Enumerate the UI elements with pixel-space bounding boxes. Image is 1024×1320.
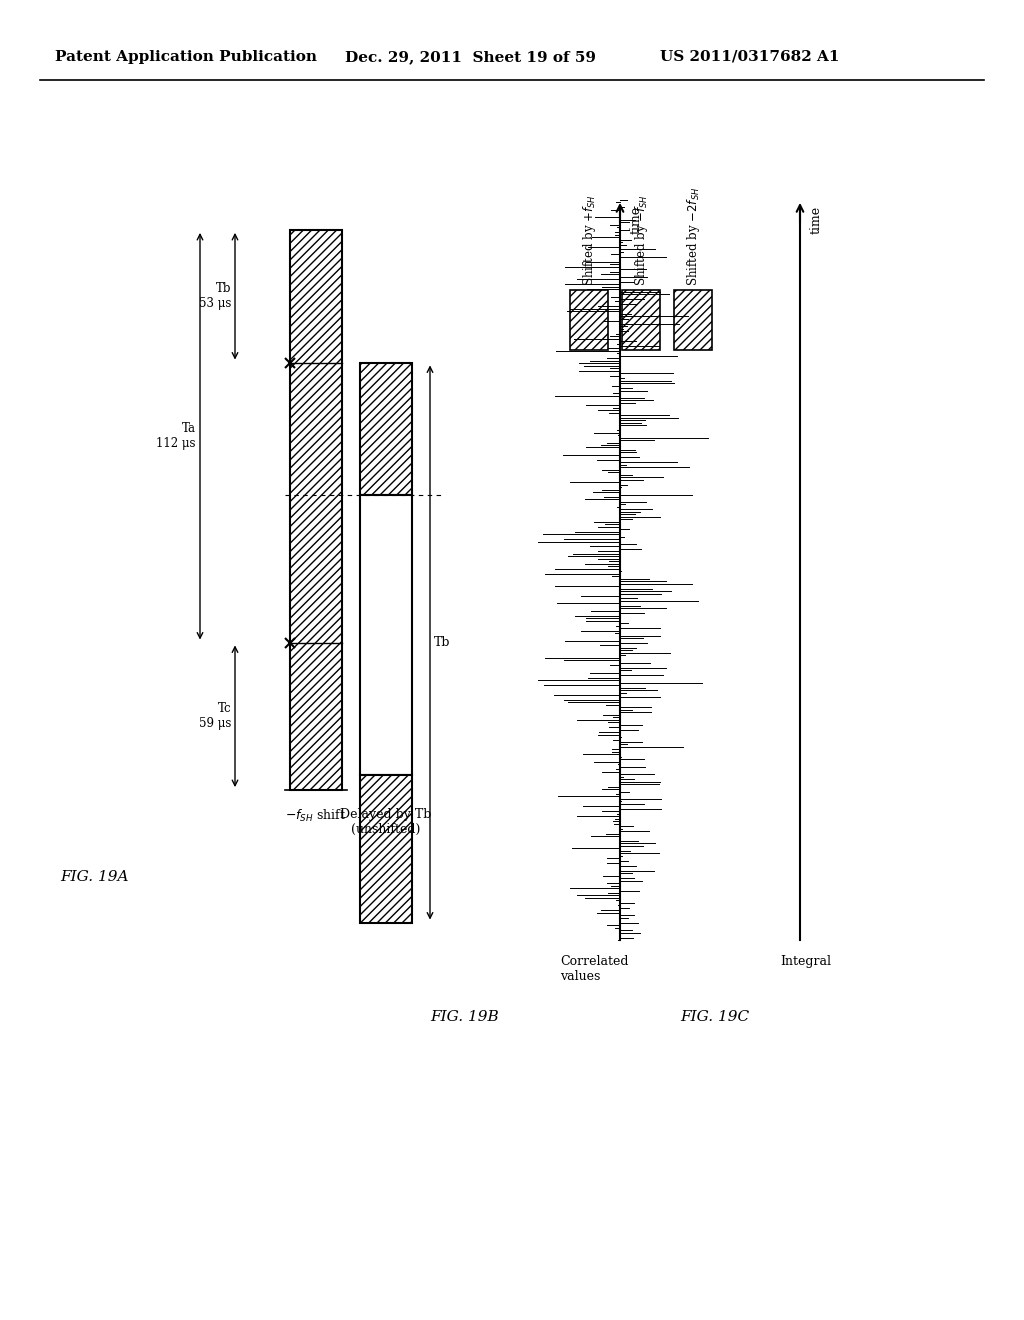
Text: Patent Application Publication: Patent Application Publication (55, 50, 317, 63)
Text: FIG. 19C: FIG. 19C (680, 1010, 750, 1024)
Text: $-f_{SH}$ shift: $-f_{SH}$ shift (286, 808, 347, 824)
Text: Shifted by $-2f_{SH}$: Shifted by $-2f_{SH}$ (684, 187, 701, 286)
Text: US 2011/0317682 A1: US 2011/0317682 A1 (660, 50, 840, 63)
Bar (360, 495, 412, 775)
Text: Correlated
values: Correlated values (560, 954, 629, 983)
Bar (360, 775, 412, 923)
Text: Tb: Tb (434, 636, 451, 649)
Text: Dec. 29, 2011  Sheet 19 of 59: Dec. 29, 2011 Sheet 19 of 59 (345, 50, 596, 63)
Text: time: time (810, 206, 823, 234)
Text: FIG. 19A: FIG. 19A (60, 870, 128, 884)
Text: Shifted by $-f_{SH}$: Shifted by $-f_{SH}$ (633, 194, 649, 286)
Text: Integral: Integral (780, 954, 831, 968)
Text: Shifted by $+f_{SH}$: Shifted by $+f_{SH}$ (581, 194, 597, 286)
Text: Delayed by Tb
(unshifted): Delayed by Tb (unshifted) (340, 808, 432, 836)
Text: time: time (630, 206, 643, 234)
Bar (290, 230, 342, 789)
Bar (622, 290, 660, 350)
Bar (360, 363, 412, 495)
Text: Tc
59 μs: Tc 59 μs (199, 702, 231, 730)
Bar (674, 290, 712, 350)
Text: FIG. 19B: FIG. 19B (430, 1010, 499, 1024)
Bar (570, 290, 608, 350)
Text: Ta
112 μs: Ta 112 μs (157, 422, 196, 450)
Text: Tb
53 μs: Tb 53 μs (199, 282, 231, 310)
